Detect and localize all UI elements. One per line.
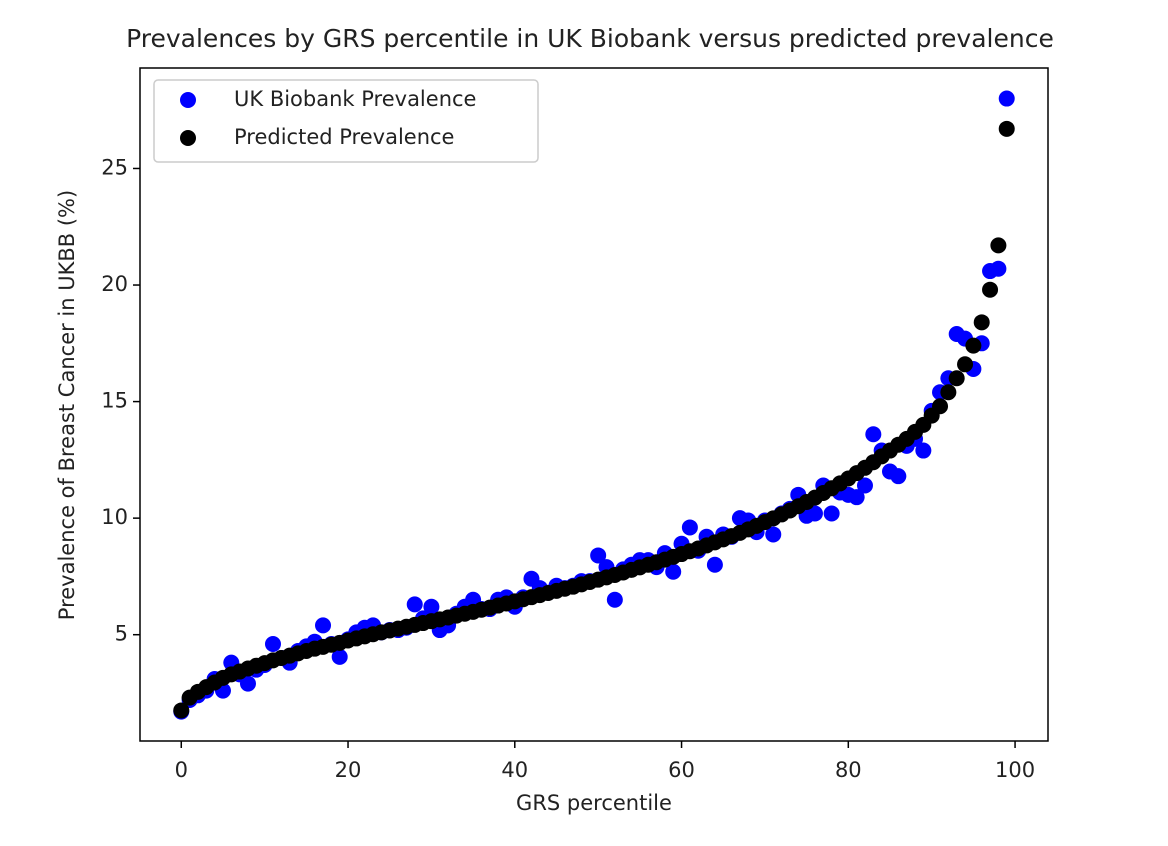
y-tick-label: 25	[101, 155, 128, 179]
point	[957, 356, 974, 373]
point	[998, 120, 1015, 137]
point	[940, 384, 957, 401]
point	[865, 426, 882, 443]
point	[890, 468, 907, 485]
point	[965, 337, 982, 354]
point	[665, 563, 682, 580]
y-tick-label: 15	[101, 389, 128, 413]
x-tick-label: 40	[501, 758, 528, 782]
y-axis-label: Prevalence of Breast Cancer in UKBB (%)	[55, 190, 79, 620]
y-tick-label: 10	[101, 505, 128, 529]
point	[681, 519, 698, 536]
point	[948, 370, 965, 387]
x-tick-label: 0	[175, 758, 188, 782]
x-tick-label: 20	[335, 758, 362, 782]
plot-frame	[139, 67, 1049, 742]
point	[823, 505, 840, 522]
x-tick-label: 100	[995, 758, 1035, 782]
point	[706, 556, 723, 573]
point	[264, 636, 281, 653]
point	[239, 675, 256, 692]
point	[856, 477, 873, 494]
chart-title: Prevalences by GRS percentile in UK Biob…	[126, 24, 1054, 53]
point	[606, 591, 623, 608]
legend-label: UK Biobank Prevalence	[234, 87, 476, 111]
legend-marker	[180, 92, 196, 108]
point	[982, 281, 999, 298]
point	[765, 526, 782, 543]
x-axis-label: GRS percentile	[516, 791, 672, 815]
point	[998, 90, 1015, 107]
point	[973, 314, 990, 331]
legend-marker	[180, 130, 196, 146]
point	[990, 237, 1007, 254]
point	[406, 596, 423, 613]
y-tick-label: 20	[101, 272, 128, 296]
x-tick-label: 60	[668, 758, 695, 782]
x-tick-label: 80	[835, 758, 862, 782]
point	[806, 505, 823, 522]
legend-label: Predicted Prevalence	[234, 125, 454, 149]
point	[173, 702, 190, 719]
point	[915, 442, 932, 459]
point	[331, 648, 348, 665]
point	[590, 547, 607, 564]
y-tick-label: 5	[115, 622, 128, 646]
point	[848, 489, 865, 506]
point	[990, 260, 1007, 277]
legend-box	[153, 79, 539, 163]
point	[315, 617, 332, 634]
point	[423, 598, 440, 615]
point	[932, 398, 949, 415]
